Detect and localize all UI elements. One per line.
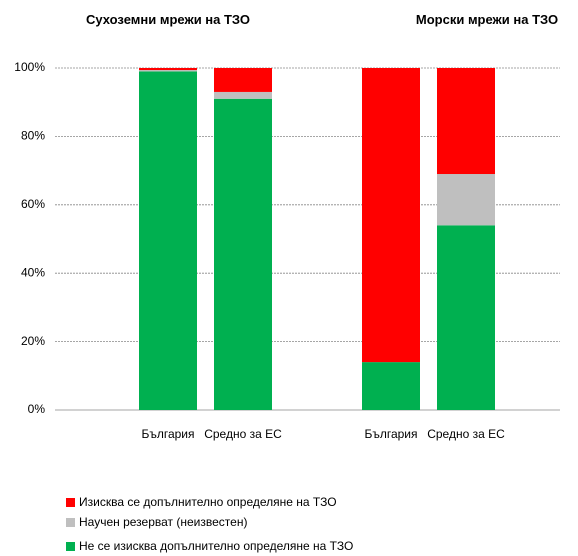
bar-segment [437,174,495,226]
legend-entry: Не се изисква допълнително определяне на… [66,539,353,553]
bar-segment [362,362,420,410]
legend-label: Не се изисква допълнително определяне на… [79,539,354,553]
legend-entry: Изисква се допълнително определяне на ТЗ… [66,495,337,509]
bar-segment [362,68,420,363]
y-tick-label: 80% [21,129,45,143]
legend-swatch [66,542,75,551]
bar-segment [214,98,272,410]
y-tick-label: 60% [21,197,45,211]
x-tick-label: България [141,427,195,441]
legend-label: Изисква се допълнително определяне на ТЗ… [79,495,337,509]
x-tick-label: Средно за ЕС [427,427,505,441]
bar-segment [437,225,495,410]
y-tick-label: 100% [14,60,45,74]
bar-segment [214,91,272,99]
group-title: Морски мрежи на ТЗО [415,12,559,27]
bar-segment [214,68,272,92]
y-tick-label: 0% [28,402,46,416]
x-tick-label: България [364,427,418,441]
legend-entry: Научен резерват (неизвестен) [66,515,247,529]
x-tick-label: Средно за ЕС [204,427,282,441]
legend-label: Научен резерват (неизвестен) [79,515,248,529]
bar-segment [139,71,197,411]
legend-swatch [66,518,75,527]
y-tick-label: 20% [21,334,45,348]
group-title: Сухоземни мрежи на ТЗО [85,12,251,27]
y-tick-label: 40% [21,265,45,279]
bar-segment [139,68,197,71]
bar-segment [437,68,495,175]
legend-swatch [66,498,75,507]
bar-segment [139,70,197,72]
